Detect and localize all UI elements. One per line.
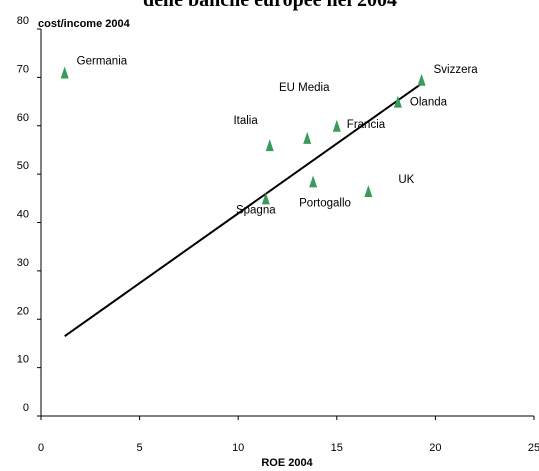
y-tick-label: 30	[17, 257, 29, 269]
data-point-marker	[303, 131, 312, 144]
eu-media-annotation: EU Media	[279, 82, 330, 94]
data-point-label: Svizzera	[434, 64, 479, 76]
x-tick-label: 25	[528, 442, 539, 454]
data-point-marker	[265, 139, 274, 152]
axis-ticks: 0 5 10 15 20 25 0 10 20 30 40 50 60 70 80	[17, 15, 539, 454]
y-tick-label: 20	[17, 305, 29, 317]
y-tick-label: 60	[17, 112, 29, 124]
data-point-label: Germania	[77, 56, 128, 68]
y-tick-label: 0	[23, 402, 29, 414]
data-points: Germania Italia Spagna Portogallo Francia UK O…	[60, 56, 479, 216]
x-tick-label: 15	[331, 442, 343, 454]
data-point-marker	[332, 119, 341, 132]
data-point-label: Olanda	[410, 97, 448, 109]
y-tick-label: 80	[17, 15, 29, 27]
data-point-marker	[60, 66, 69, 79]
trend-line	[64, 81, 425, 337]
y-tick-label: 70	[17, 63, 29, 75]
data-point-marker	[261, 192, 270, 205]
y-tick-label: 10	[17, 354, 29, 366]
y-axis-title: cost/income 2004	[38, 18, 131, 30]
x-tick-label: 20	[429, 442, 441, 454]
data-point-label: Portogallo	[299, 197, 351, 209]
data-point-marker	[364, 185, 373, 198]
x-tick-label: 0	[38, 442, 44, 454]
x-axis-title: ROE 2004	[261, 457, 313, 469]
y-tick-label: 40	[17, 209, 29, 221]
x-tick-label: 10	[232, 442, 244, 454]
data-point-marker	[393, 95, 402, 108]
x-tick-label: 5	[137, 442, 143, 454]
chart-title: delle banche europee nel 2004	[143, 0, 397, 11]
data-point-label: UK	[398, 174, 414, 186]
data-point-label: Francia	[347, 119, 386, 131]
data-point-marker	[309, 175, 318, 188]
data-point-label: Spagna	[236, 204, 276, 216]
data-point-label: Italia	[233, 115, 258, 127]
data-point-marker	[417, 73, 426, 86]
y-tick-label: 50	[17, 160, 29, 172]
